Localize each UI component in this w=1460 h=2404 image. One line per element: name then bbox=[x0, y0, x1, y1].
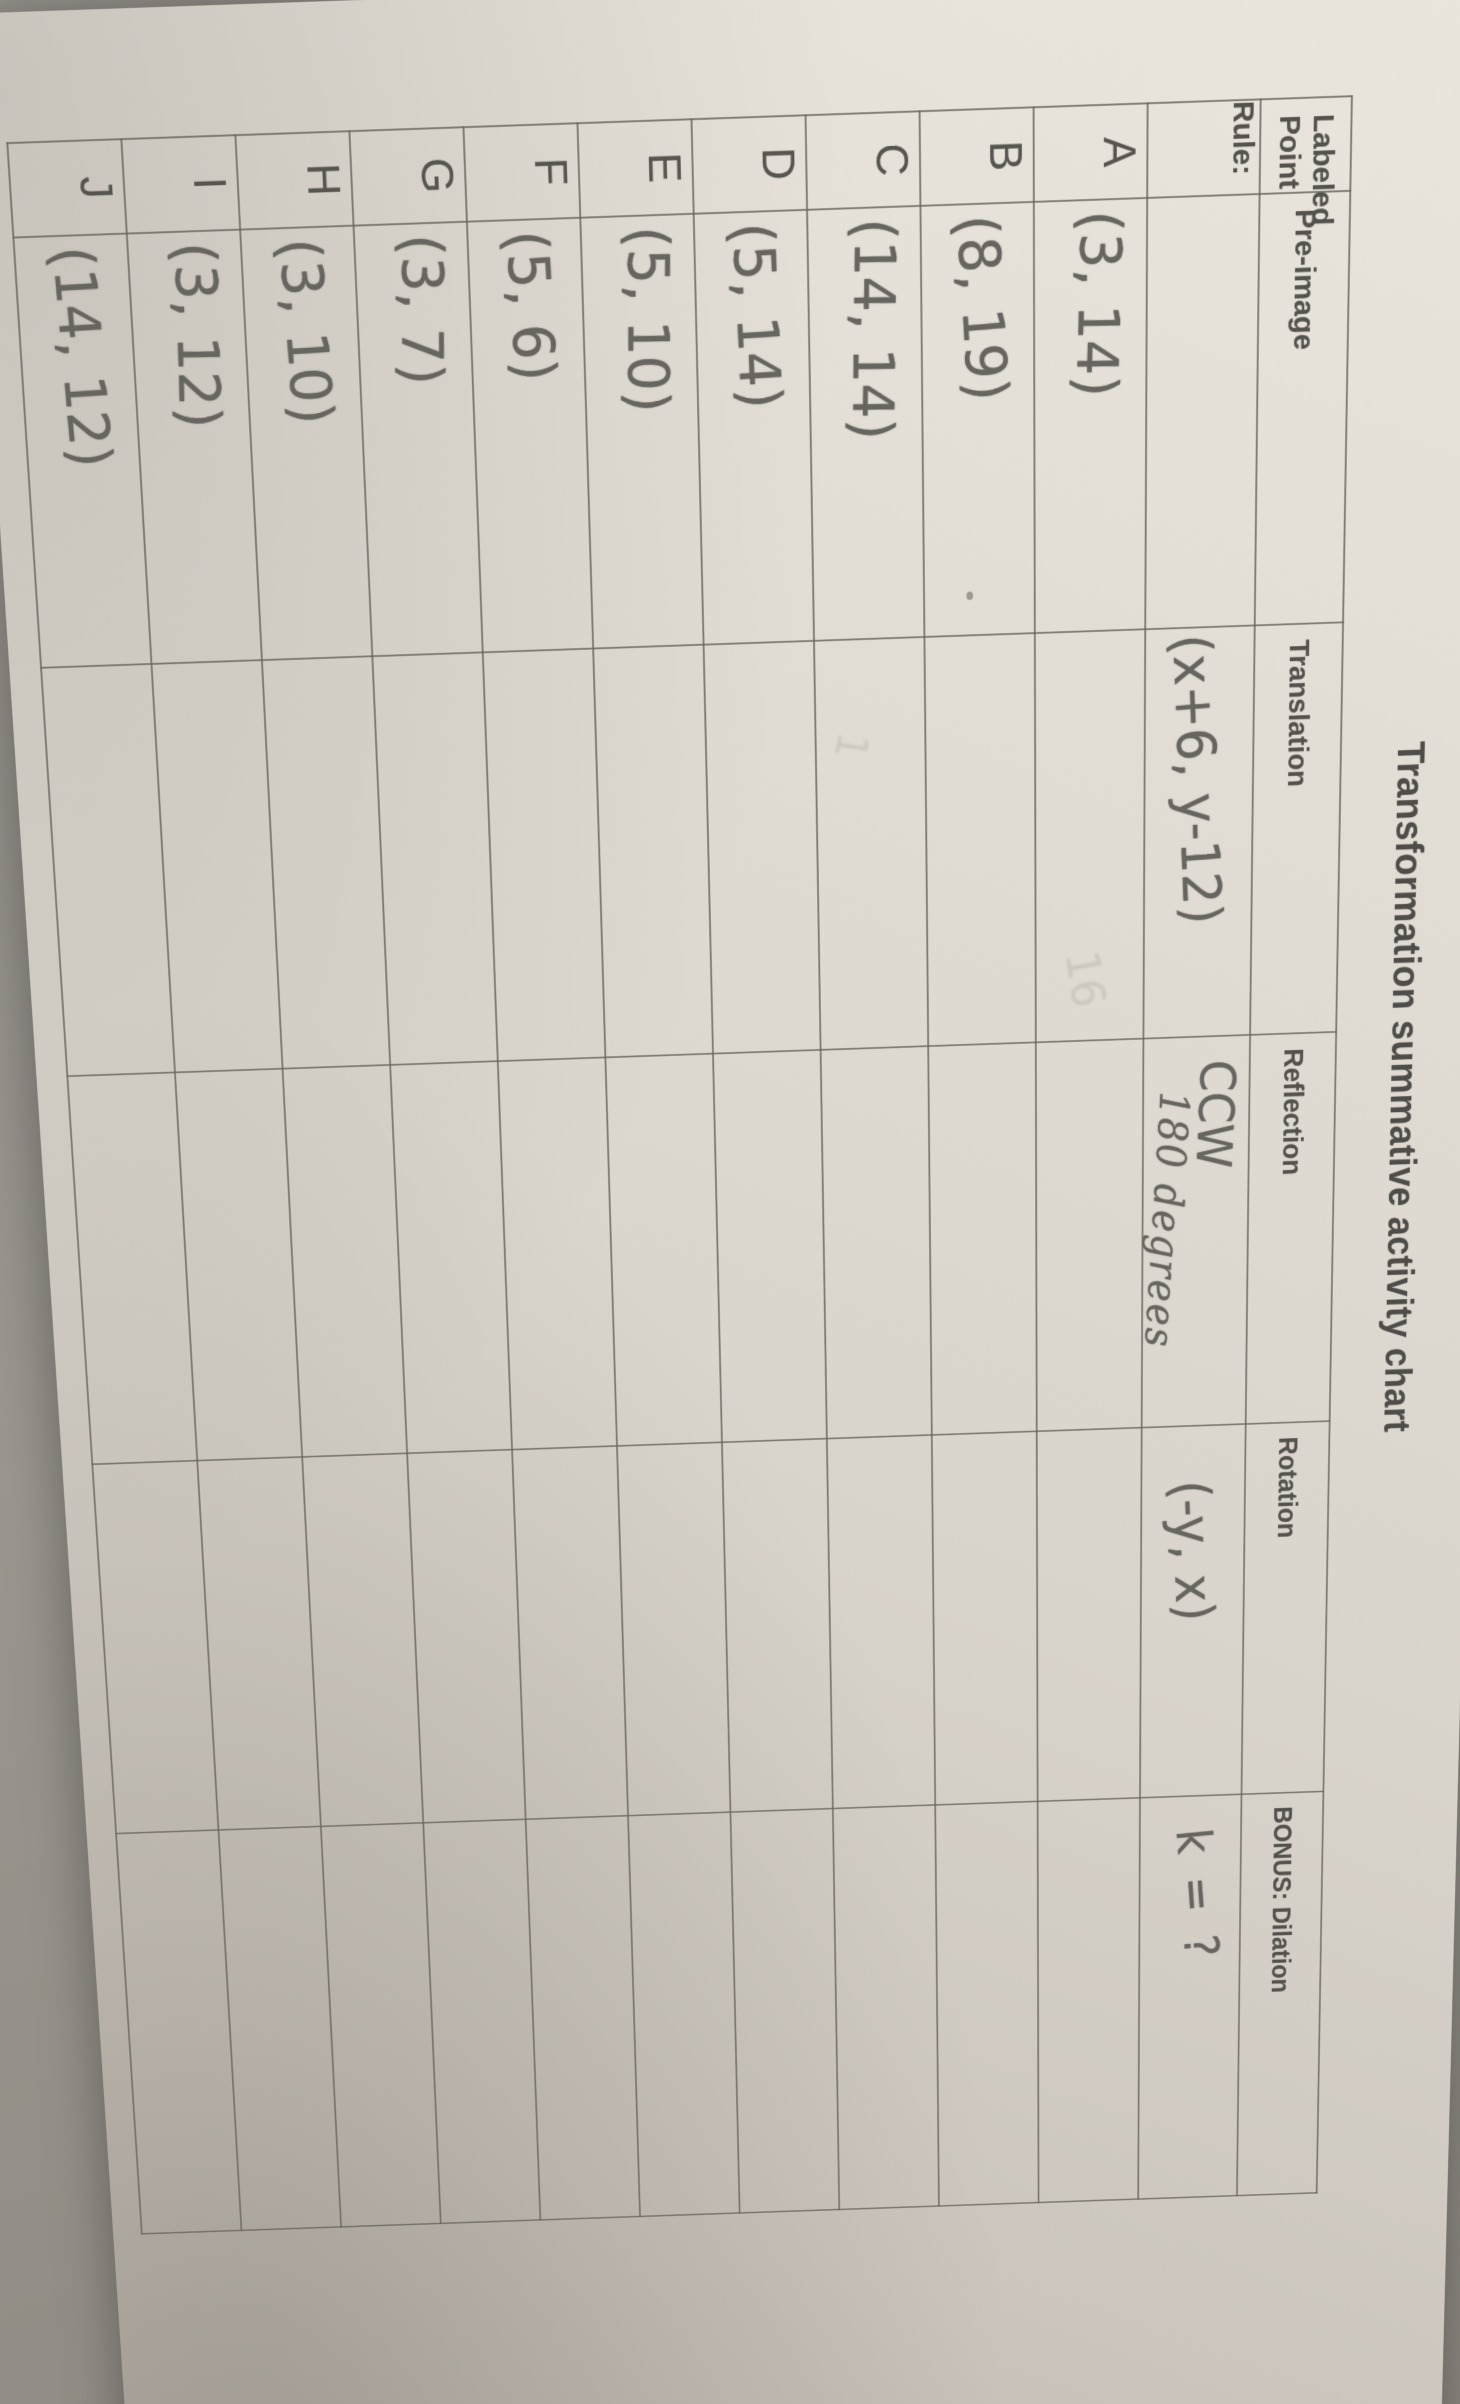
pre-image-handwriting: (14, 14) bbox=[839, 218, 908, 441]
worksheet-photo: Transformation summative activity chart … bbox=[0, 0, 1460, 2404]
translation-cell bbox=[814, 637, 928, 1050]
rule-pre-image-cell bbox=[1145, 194, 1259, 629]
point-label: H bbox=[235, 131, 353, 229]
rotation-cell bbox=[932, 1431, 1038, 1805]
header-rotation: Rotation bbox=[1242, 1421, 1330, 1794]
rotation-cell bbox=[407, 1450, 526, 1823]
point-label: E bbox=[577, 119, 693, 217]
header-bonus-dilation: BONUS: Dilation bbox=[1237, 1791, 1323, 2195]
dilation-rule-handwriting: k = ? bbox=[1165, 1826, 1230, 1964]
dilation-cell bbox=[730, 1809, 839, 2213]
point-label: B bbox=[920, 107, 1034, 206]
translation-cell bbox=[593, 645, 713, 1058]
pre-image-cell: (5, 6) bbox=[467, 218, 593, 653]
point-label: G bbox=[349, 127, 467, 225]
rotation-cell bbox=[512, 1446, 628, 1819]
rotation-cell bbox=[197, 1457, 321, 1830]
reflection-cell bbox=[928, 1042, 1037, 1435]
rotation-rule-handwriting: (-y, x) bbox=[1160, 1478, 1226, 1623]
header-pre-image: Pre-image bbox=[1255, 191, 1351, 626]
reflection-cell bbox=[713, 1050, 827, 1442]
pre-image-handwriting: (3, 7) bbox=[388, 234, 455, 385]
dilation-cell bbox=[1038, 1798, 1140, 2203]
page-title: Transformation summative activity chart bbox=[1375, 741, 1432, 1433]
rotation-cell bbox=[302, 1453, 423, 1826]
point-label: C bbox=[806, 111, 921, 210]
pre-image-cell: (3, 14) bbox=[1034, 198, 1147, 633]
dilation-cell bbox=[628, 1812, 740, 2216]
transformation-table: Labeled Point Pre-image Translation Refl… bbox=[6, 95, 1353, 2234]
rule-translation-cell: (x+6, y-12) bbox=[1143, 625, 1254, 1038]
reflection-cell bbox=[821, 1046, 932, 1439]
point-label: A bbox=[1034, 103, 1148, 202]
table-row-a: A (3, 14) bbox=[1034, 103, 1148, 2202]
reflection-cell bbox=[390, 1061, 512, 1453]
reflection-rule-handwriting-line2: 180 degrees bbox=[1135, 1091, 1198, 1349]
perspective-scene: Transformation summative activity chart … bbox=[0, 0, 1460, 2404]
reflection-cell bbox=[283, 1065, 408, 1457]
pre-image-handwriting: (8, 19) bbox=[943, 212, 1020, 404]
dilation-cell bbox=[833, 1805, 939, 2210]
dilation-cell bbox=[935, 1801, 1038, 2206]
rotation-cell bbox=[722, 1439, 833, 1812]
header-translation: Translation bbox=[1250, 622, 1343, 1035]
rule-label: Rule: bbox=[1147, 99, 1260, 198]
translation-cell bbox=[704, 641, 821, 1054]
rule-rotation-cell: (-y, x) bbox=[1140, 1424, 1246, 1798]
pre-image-cell: (5, 14) bbox=[694, 210, 814, 645]
translation-cell bbox=[483, 649, 606, 1062]
translation-rule-handwriting: (x+6, y-12) bbox=[1160, 632, 1233, 927]
point-label: D bbox=[692, 115, 808, 213]
reflection-cell bbox=[1036, 1039, 1144, 1432]
point-label: I bbox=[121, 135, 240, 233]
erased-pencil-mark: 16 bbox=[1054, 947, 1116, 1012]
rule-reflection-cell: CCW 180 degrees bbox=[1142, 1035, 1250, 1428]
rotation-cell bbox=[1037, 1428, 1142, 1802]
pre-image-cell: (8, 19) bbox=[920, 202, 1034, 637]
header-labeled-point: Labeled Point bbox=[1260, 96, 1352, 194]
translation-cell bbox=[262, 656, 390, 1068]
pre-image-handwriting: (3, 12) bbox=[161, 242, 233, 429]
dilation-cell bbox=[321, 1823, 441, 2227]
translation-cell bbox=[372, 652, 497, 1065]
header-reflection: Reflection bbox=[1246, 1032, 1336, 1424]
pre-image-handwriting: (14, 12) bbox=[39, 244, 125, 469]
translation-cell bbox=[41, 664, 175, 1076]
point-label: J bbox=[7, 139, 126, 237]
rule-dilation-cell: k = ? bbox=[1138, 1794, 1241, 2199]
rotation-cell bbox=[92, 1461, 218, 1834]
rotation-cell bbox=[827, 1435, 935, 1809]
reflection-cell bbox=[498, 1057, 617, 1449]
reflection-cell bbox=[175, 1069, 302, 1461]
reflection-cell bbox=[67, 1072, 197, 1464]
table-row-b: B (8, 19) bbox=[920, 107, 1039, 2206]
rotation-cell bbox=[617, 1442, 730, 1815]
pre-image-cell: (3, 10) bbox=[240, 226, 372, 660]
dilation-cell bbox=[526, 1816, 640, 2220]
pre-image-cell: (3, 7) bbox=[354, 222, 483, 657]
pre-image-handwriting: (3, 14) bbox=[1063, 210, 1135, 397]
point-label: F bbox=[463, 123, 580, 221]
pre-image-cell: (5, 10) bbox=[580, 214, 703, 649]
pre-image-handwriting: (5, 6) bbox=[493, 228, 569, 383]
pre-image-cell: (14, 14) bbox=[807, 206, 924, 641]
dilation-cell bbox=[423, 1819, 540, 2223]
translation-cell bbox=[924, 633, 1035, 1046]
reflection-cell bbox=[605, 1054, 722, 1446]
pre-image-handwriting: (5, 14) bbox=[719, 220, 794, 410]
pre-image-handwriting: (3, 10) bbox=[266, 236, 347, 426]
worksheet-paper: Transformation summative activity chart … bbox=[0, 0, 1460, 2404]
pre-image-handwriting: (5, 10) bbox=[614, 226, 681, 413]
